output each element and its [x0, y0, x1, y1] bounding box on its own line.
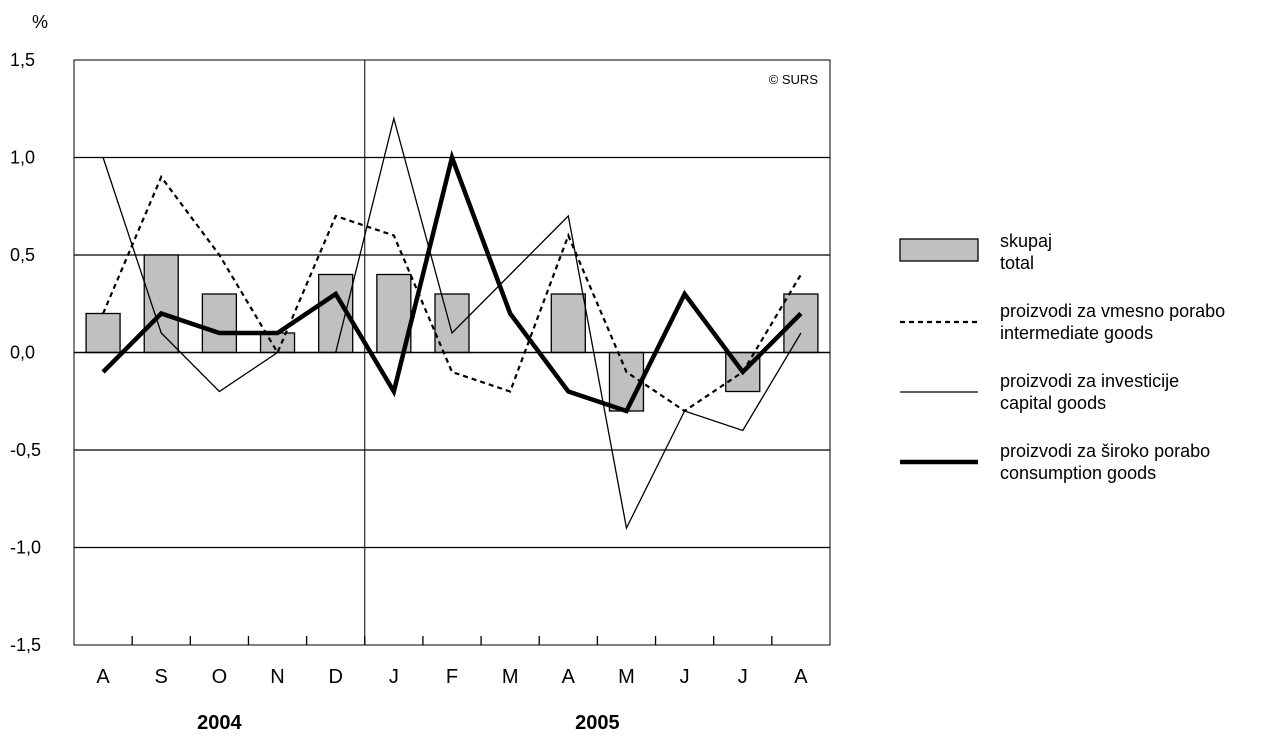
- x-tick-label: A: [562, 666, 576, 688]
- legend-swatch-bar: [899, 238, 979, 262]
- x-tick-label: S: [155, 666, 168, 688]
- bar: [608, 351, 645, 412]
- y-unit-label: %: [32, 12, 48, 32]
- y-tick-label: 0,0: [10, 343, 35, 363]
- x-tick-label: J: [738, 666, 748, 688]
- legend-label-en: total: [1000, 253, 1034, 273]
- legend-label: proizvodi za široko porabo: [1000, 441, 1210, 461]
- x-tick-label: A: [794, 666, 808, 688]
- y-tick-label: -1,5: [10, 635, 41, 655]
- x-tick-label: M: [502, 666, 519, 688]
- y-tick-label: -1,0: [10, 538, 41, 558]
- y-tick-label: 1,0: [10, 148, 35, 168]
- bar: [550, 293, 586, 354]
- bar: [318, 273, 354, 354]
- bar: [143, 254, 179, 354]
- x-tick-label: D: [328, 666, 342, 688]
- series-line-thin: [102, 115, 802, 531]
- series-line-thick: [101, 149, 803, 414]
- bar: [259, 332, 296, 354]
- axis-layer: -1,5 -1,0 -0,5 0,0 0,5 1,0 1,5 A S O N D J F M A M J J A 200…: [10, 50, 830, 734]
- x-tick-label: F: [446, 666, 458, 688]
- x-tick-label: N: [270, 666, 284, 688]
- legend-label: skupaj: [1000, 231, 1052, 251]
- legend-label: proizvodi za vmesno porabo: [1000, 301, 1225, 321]
- x-tick-label: J: [680, 666, 690, 688]
- y-tick-label: -0,5: [10, 440, 41, 460]
- year-label: 2005: [575, 712, 620, 734]
- bar: [85, 312, 121, 354]
- line-layer: [101, 115, 803, 531]
- legend-label-en: consumption goods: [1000, 463, 1156, 483]
- x-tick-label: A: [96, 666, 110, 688]
- source-note: © SURS: [769, 72, 819, 87]
- legend-label: proizvodi za investicije: [1000, 371, 1179, 391]
- x-tick-label: J: [389, 666, 399, 688]
- y-tick-label: 0,5: [10, 245, 35, 265]
- bar: [201, 293, 238, 354]
- legend-label-en: intermediate goods: [1000, 323, 1153, 343]
- legend-label-en: capital goods: [1000, 393, 1106, 413]
- x-tick-label: M: [618, 666, 635, 688]
- y-tick-label: 1,5: [10, 50, 35, 70]
- year-label: 2004: [197, 712, 242, 734]
- x-tick-label: O: [212, 666, 228, 688]
